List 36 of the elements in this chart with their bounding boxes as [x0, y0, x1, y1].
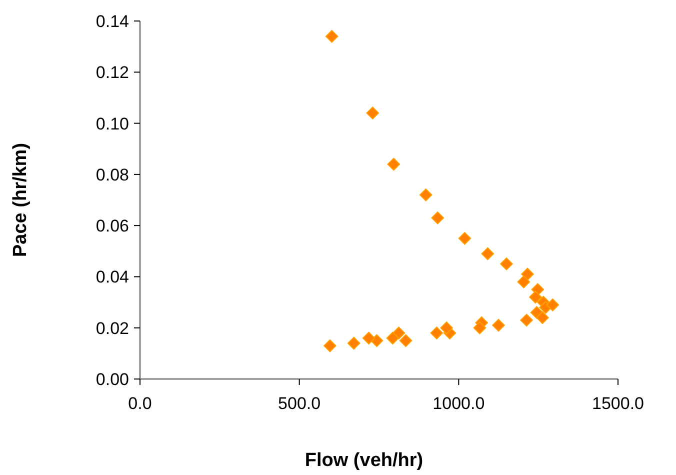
x-tick-label: 500.0 [278, 394, 321, 413]
x-axis-title: Flow (veh/hr) [304, 450, 424, 471]
y-tick-label: 0.14 [96, 12, 129, 31]
y-tick-label: 0.04 [96, 268, 129, 287]
point [366, 106, 380, 120]
point [536, 311, 549, 324]
point [500, 258, 513, 270]
y-tick-label: 0.08 [96, 165, 129, 184]
y-tick-label: 0.12 [96, 63, 129, 82]
point [399, 334, 412, 348]
point [324, 339, 336, 352]
point [431, 211, 444, 224]
point [492, 318, 505, 332]
y-tick-label: 0.10 [96, 114, 129, 134]
point [517, 275, 530, 288]
point [481, 247, 494, 260]
y-axis-title: Pace (hr/km) [10, 142, 31, 258]
point [546, 298, 560, 312]
y-tick-label: 0.02 [96, 318, 129, 338]
point [387, 158, 400, 171]
x-tick-label: 1500.0 [592, 394, 644, 413]
x-tick-label: 1000.0 [432, 394, 485, 413]
point [440, 321, 453, 334]
point [458, 232, 472, 245]
point [520, 314, 533, 327]
y-tick-label: 0.00 [96, 370, 129, 389]
point [529, 290, 542, 304]
point [347, 336, 360, 350]
x-tick-label: 0.0 [128, 394, 152, 413]
point [325, 30, 338, 43]
point [362, 332, 376, 344]
y-tick-label: 0.06 [96, 216, 129, 236]
point [419, 188, 432, 202]
point [473, 321, 486, 334]
point [386, 332, 400, 344]
point [430, 326, 444, 340]
